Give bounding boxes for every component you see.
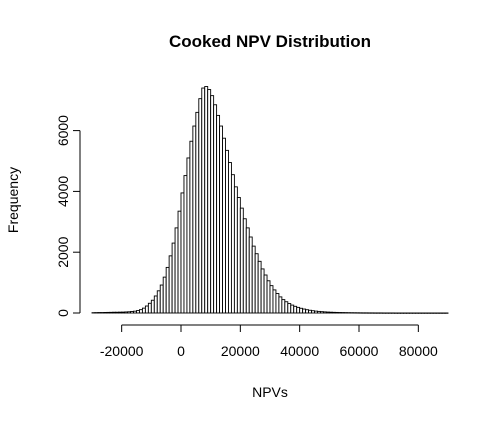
x-tick-label: -20000 (100, 343, 144, 359)
y-axis-label: Frequency (5, 167, 21, 233)
x-tick-label: 80000 (399, 343, 438, 359)
histogram-bars (91, 86, 449, 314)
y-axis: 0 2000 4000 6000 (55, 115, 81, 317)
y-tick-label: 6000 (55, 115, 71, 146)
y-tick-label: 4000 (55, 176, 71, 207)
x-tick-label: 60000 (340, 343, 379, 359)
y-tick-label: 0 (55, 309, 71, 317)
x-axis: -20000 0 20000 40000 60000 80000 (100, 324, 438, 359)
x-tick-label: 20000 (221, 343, 260, 359)
x-tick-label: 0 (177, 343, 185, 359)
x-tick-label: 40000 (280, 343, 319, 359)
y-tick-label: 2000 (55, 236, 71, 267)
x-axis-label: NPVs (252, 384, 288, 400)
chart-title: Cooked NPV Distribution (169, 32, 371, 51)
